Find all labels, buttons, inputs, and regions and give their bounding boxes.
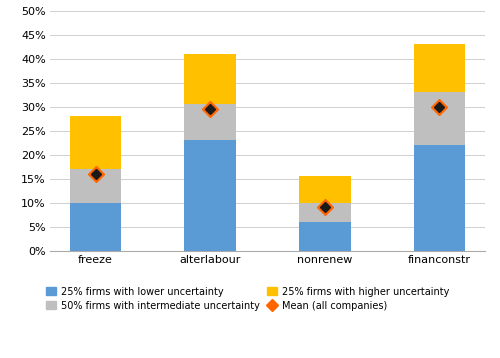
- Bar: [184, 54, 236, 104]
- Bar: [299, 203, 350, 222]
- Bar: [414, 92, 465, 145]
- Legend: 25% firms with lower uncertainty, 50% firms with intermediate uncertainty, 25% f: 25% firms with lower uncertainty, 50% fi…: [46, 287, 450, 310]
- Bar: [70, 203, 122, 251]
- Bar: [184, 104, 236, 140]
- Bar: [414, 145, 465, 251]
- Bar: [70, 116, 122, 169]
- Bar: [184, 140, 236, 251]
- Bar: [299, 222, 350, 251]
- Bar: [70, 169, 122, 203]
- Bar: [414, 44, 465, 92]
- Bar: [299, 176, 350, 203]
